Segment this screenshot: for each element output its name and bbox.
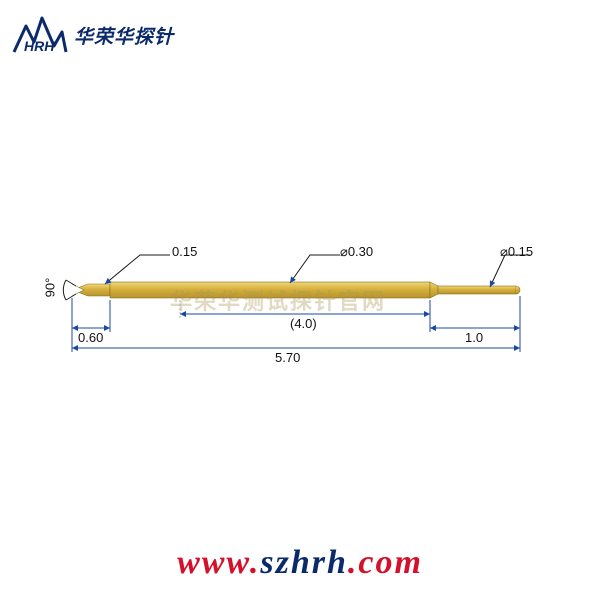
website-url: www.szhrh.com	[0, 544, 600, 582]
url-www: www	[177, 544, 250, 581]
brand-logo: HRH 华荣华探针	[12, 12, 174, 58]
url-tld: com	[358, 544, 423, 581]
dim-tail-dia-val: 0.15	[508, 244, 533, 259]
url-dot2: .	[348, 544, 359, 581]
logo-brand-text: 华荣华探针	[74, 22, 174, 49]
url-dot1: .	[250, 544, 261, 581]
dim-tail-dia: ⌀0.15	[500, 244, 533, 260]
probe-diagram: 90° 0.15 ⌀0.30 ⌀0.15 0.60 (4.0) 1.0 5.70	[60, 240, 540, 360]
dia-symbol-2: ⌀	[500, 244, 508, 259]
dim-body-dia-val: 0.30	[348, 244, 373, 259]
dim-tail-len: 1.0	[465, 330, 483, 345]
dia-symbol-1: ⌀	[340, 244, 348, 259]
dim-tip-thickness: 0.15	[172, 244, 197, 259]
dim-overall-len: 5.70	[275, 350, 300, 365]
dim-body-dia: ⌀0.30	[340, 244, 373, 260]
dim-tip-angle: 90°	[42, 278, 57, 298]
dim-mid-len: (4.0)	[290, 316, 317, 331]
dim-tip-len: 0.60	[78, 330, 103, 345]
logo-mountain-icon: HRH	[12, 12, 68, 58]
url-domain: szhrh	[260, 544, 348, 581]
logo-abbr: HRH	[24, 38, 55, 54]
